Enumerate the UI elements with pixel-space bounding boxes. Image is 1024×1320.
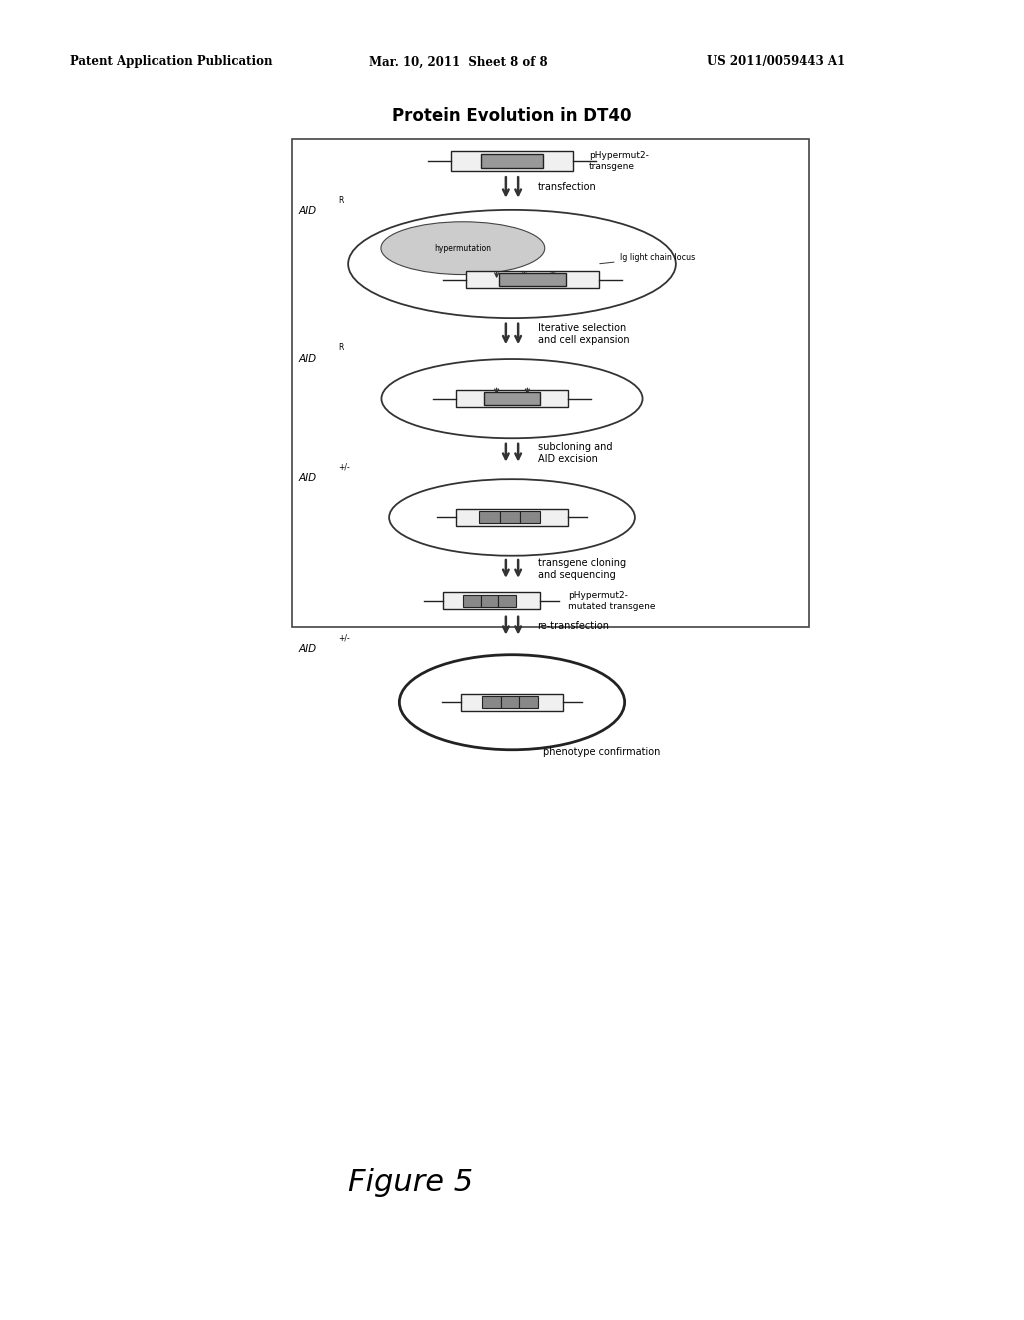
FancyBboxPatch shape [451, 150, 573, 170]
FancyBboxPatch shape [500, 511, 520, 524]
Text: phenotype confirmation: phenotype confirmation [543, 747, 660, 758]
FancyBboxPatch shape [479, 511, 500, 524]
FancyBboxPatch shape [519, 696, 538, 709]
Text: Patent Application Publication: Patent Application Publication [70, 55, 272, 69]
FancyBboxPatch shape [481, 594, 499, 607]
FancyBboxPatch shape [499, 594, 516, 607]
Text: Iterative selection
and cell expansion: Iterative selection and cell expansion [538, 323, 629, 345]
FancyBboxPatch shape [481, 153, 543, 169]
FancyBboxPatch shape [466, 271, 599, 288]
FancyBboxPatch shape [482, 696, 501, 709]
Text: pHypermut2-
transgene: pHypermut2- transgene [589, 150, 648, 172]
FancyBboxPatch shape [483, 392, 541, 405]
Text: Mar. 10, 2011  Sheet 8 of 8: Mar. 10, 2011 Sheet 8 of 8 [369, 55, 547, 69]
FancyBboxPatch shape [461, 694, 563, 710]
Ellipse shape [381, 222, 545, 275]
Text: R: R [338, 343, 343, 352]
Ellipse shape [381, 359, 643, 438]
Text: re-transfection: re-transfection [538, 620, 609, 631]
Text: +/-: +/- [338, 634, 349, 643]
Text: AID: AID [299, 354, 317, 364]
Text: transgene cloning
and sequencing: transgene cloning and sequencing [538, 558, 626, 579]
Text: AID: AID [299, 473, 317, 483]
Text: Figure 5: Figure 5 [348, 1168, 473, 1197]
Text: R: R [338, 195, 343, 205]
Ellipse shape [348, 210, 676, 318]
FancyBboxPatch shape [501, 696, 519, 709]
Ellipse shape [399, 655, 625, 750]
Text: transfection: transfection [538, 182, 596, 193]
FancyBboxPatch shape [292, 139, 809, 627]
Text: pHypermut2-
mutated transgene: pHypermut2- mutated transgene [568, 590, 655, 611]
Text: AID: AID [299, 644, 317, 655]
Text: US 2011/0059443 A1: US 2011/0059443 A1 [707, 55, 845, 69]
FancyBboxPatch shape [463, 594, 481, 607]
Text: subcloning and
AID excision: subcloning and AID excision [538, 442, 612, 463]
Text: Ig light chain locus: Ig light chain locus [600, 253, 694, 264]
Text: Protein Evolution in DT40: Protein Evolution in DT40 [392, 107, 632, 125]
FancyBboxPatch shape [500, 273, 565, 286]
Ellipse shape [389, 479, 635, 556]
FancyBboxPatch shape [456, 391, 568, 407]
Text: hypermutation: hypermutation [434, 244, 492, 252]
FancyBboxPatch shape [442, 591, 541, 609]
FancyBboxPatch shape [456, 508, 568, 525]
FancyBboxPatch shape [520, 511, 541, 524]
Text: +/-: +/- [338, 462, 349, 471]
Text: AID: AID [299, 206, 317, 216]
